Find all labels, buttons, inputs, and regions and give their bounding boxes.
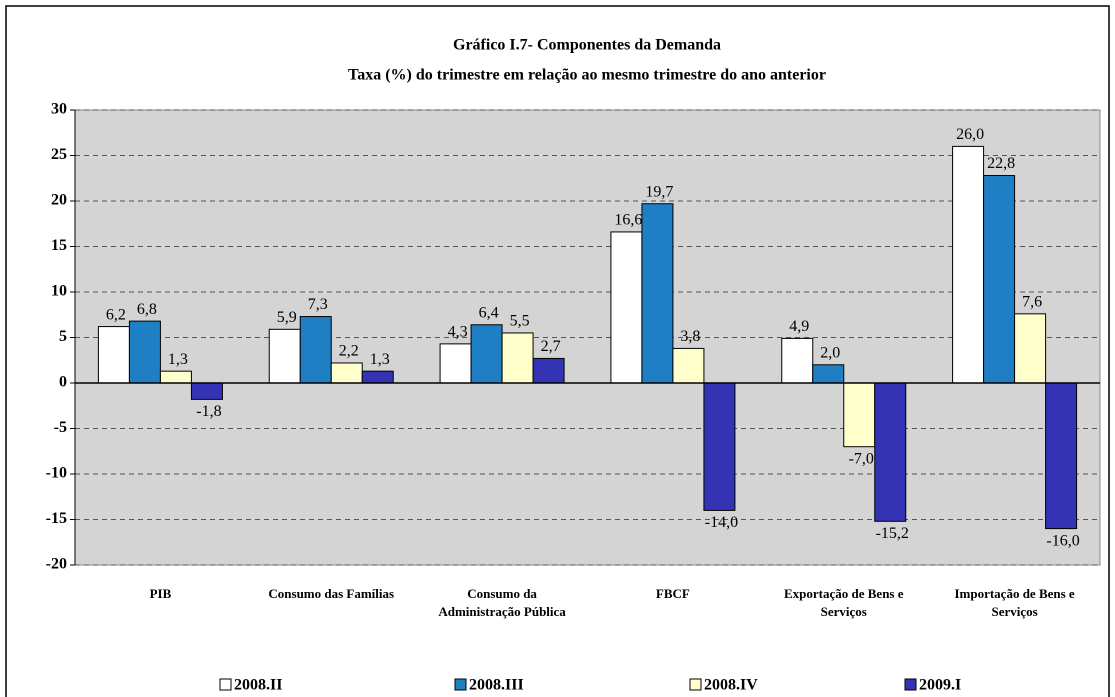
legend-swatch bbox=[219, 678, 232, 691]
plot-area bbox=[74, 109, 1101, 566]
value-label: 4,9 bbox=[789, 318, 809, 335]
y-tick-label: -15 bbox=[46, 510, 67, 527]
bar bbox=[781, 337, 814, 384]
value-label: -7,0 bbox=[849, 450, 874, 467]
legend-swatch bbox=[454, 678, 467, 691]
x-tick-label: Consumo das Famílias bbox=[268, 586, 395, 601]
bar bbox=[843, 382, 876, 448]
chart-title: Gráfico I.7- Componentes da Demanda bbox=[453, 37, 721, 54]
y-tick-label: 20 bbox=[51, 192, 67, 209]
bar bbox=[983, 175, 1016, 384]
bar bbox=[330, 362, 363, 384]
value-label: 2,2 bbox=[339, 343, 359, 360]
bar bbox=[610, 231, 643, 384]
bar bbox=[470, 324, 503, 384]
bar bbox=[532, 357, 565, 384]
bar bbox=[1014, 313, 1047, 384]
value-label: 22,8 bbox=[987, 155, 1015, 172]
chart-subtitle: Taxa (%) do trimestre em relação ao mesm… bbox=[348, 67, 826, 84]
bar bbox=[952, 145, 985, 384]
value-label: -16,0 bbox=[1046, 532, 1079, 549]
value-label: 7,3 bbox=[308, 296, 328, 313]
y-tick-label: 15 bbox=[51, 237, 67, 254]
value-label: 3,8 bbox=[680, 328, 700, 345]
x-tick-label: Exportação de Bens e Serviços bbox=[783, 586, 904, 619]
y-tick-label: 25 bbox=[51, 146, 67, 163]
bar bbox=[703, 382, 736, 511]
value-label: 5,5 bbox=[510, 313, 530, 330]
bar bbox=[97, 326, 130, 384]
value-label: 6,2 bbox=[106, 306, 126, 323]
y-tick-label: -20 bbox=[46, 556, 67, 573]
value-label: 5,9 bbox=[277, 309, 297, 326]
bar bbox=[361, 370, 394, 384]
bar bbox=[501, 332, 534, 384]
frame bbox=[5, 5, 1110, 697]
value-label: 4,3 bbox=[448, 324, 468, 341]
x-tick-label: PIB bbox=[149, 586, 172, 601]
value-label: 7,6 bbox=[1022, 294, 1042, 311]
legend-label: 2009.I bbox=[919, 677, 961, 694]
y-tick-label: 10 bbox=[51, 283, 67, 300]
bar bbox=[1045, 382, 1078, 530]
bar bbox=[641, 203, 674, 384]
value-label: 19,7 bbox=[645, 183, 673, 200]
value-label: 26,0 bbox=[956, 126, 984, 143]
y-tick-label: -10 bbox=[46, 465, 67, 482]
value-label: 2,0 bbox=[820, 344, 840, 361]
y-tick-label: 5 bbox=[59, 328, 67, 345]
legend-swatch bbox=[904, 678, 917, 691]
bar bbox=[439, 343, 472, 384]
y-tick-label: -5 bbox=[54, 419, 67, 436]
value-label: 6,4 bbox=[479, 304, 499, 321]
bar bbox=[159, 370, 192, 384]
bar bbox=[128, 320, 161, 384]
x-tick-label: FBCF bbox=[655, 586, 690, 601]
bar bbox=[268, 328, 301, 384]
legend-swatch bbox=[689, 678, 702, 691]
value-label: 1,3 bbox=[168, 351, 188, 368]
x-tick-label: Importação de Bens e Serviços bbox=[954, 586, 1075, 619]
value-label: -1,8 bbox=[196, 403, 221, 420]
legend-label: 2008.II bbox=[234, 677, 282, 694]
value-label: 2,7 bbox=[541, 338, 561, 355]
y-tick-label: 0 bbox=[59, 374, 67, 391]
value-label: 16,6 bbox=[614, 212, 642, 229]
bar bbox=[672, 347, 705, 384]
bar bbox=[812, 364, 845, 384]
bar bbox=[190, 382, 223, 400]
y-tick-label: 30 bbox=[51, 101, 67, 118]
x-tick-label: Consumo da Administração Pública bbox=[438, 586, 566, 619]
bar bbox=[874, 382, 907, 522]
value-label: -15,2 bbox=[876, 525, 909, 542]
legend-label: 2008.III bbox=[469, 677, 524, 694]
value-label: -14,0 bbox=[705, 514, 738, 531]
bar bbox=[299, 316, 332, 384]
value-label: 6,8 bbox=[137, 301, 157, 318]
legend-label: 2008.IV bbox=[704, 677, 758, 694]
value-label: 1,3 bbox=[370, 351, 390, 368]
